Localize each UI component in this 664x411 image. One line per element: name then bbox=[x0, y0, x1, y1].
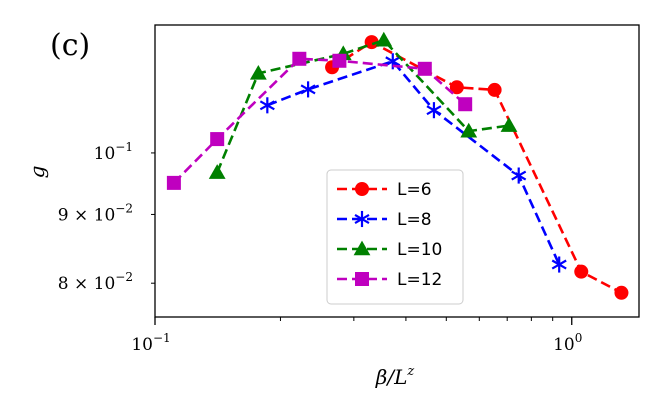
data-point bbox=[426, 102, 442, 119]
series-line bbox=[215, 38, 510, 174]
y-tick-label: 10−1 bbox=[94, 140, 133, 164]
data-point bbox=[375, 31, 393, 47]
legend-entry-L=6: L=6 bbox=[337, 180, 432, 200]
data-point bbox=[210, 132, 225, 147]
axis-ticks: 10−1 100 8 × 10−2 9 × 10−2 10−1 bbox=[58, 140, 583, 355]
legend-box bbox=[326, 169, 464, 305]
data-point bbox=[208, 164, 226, 179]
x-axis-label-main: β/L bbox=[375, 365, 408, 389]
data-point bbox=[259, 97, 275, 114]
x-tick-label: 100 bbox=[553, 331, 582, 355]
y-tick-label: 8 × 10−2 bbox=[58, 270, 133, 294]
legend-label: L=8 bbox=[397, 210, 432, 230]
legend-entry-L=12: L=12 bbox=[337, 270, 442, 290]
data-point bbox=[364, 35, 379, 50]
x-axis-label: β/Lz bbox=[375, 364, 415, 389]
legend-entry-L=8: L=8 bbox=[337, 210, 432, 230]
plot-area bbox=[166, 31, 629, 300]
data-point bbox=[449, 80, 464, 95]
data-point bbox=[458, 97, 473, 112]
data-point bbox=[574, 264, 589, 279]
panel-label: (c) bbox=[50, 28, 90, 63]
legend-marker bbox=[355, 182, 369, 196]
x-tick-label: 10−1 bbox=[131, 331, 170, 355]
data-point bbox=[551, 256, 567, 273]
data-point bbox=[166, 175, 181, 190]
series-L=8 bbox=[259, 53, 567, 273]
data-point bbox=[487, 82, 502, 97]
series-L=12 bbox=[166, 51, 473, 190]
legend: L=6 L=8 L=10 L=12 bbox=[326, 169, 464, 305]
legend-entry-L=10: L=10 bbox=[337, 240, 442, 260]
y-axis-label: g bbox=[25, 166, 49, 179]
legend-label: L=10 bbox=[397, 240, 442, 260]
y-tick-label: 9 × 10−2 bbox=[58, 201, 133, 225]
legend-marker bbox=[354, 210, 370, 228]
legend-label: L=12 bbox=[397, 270, 442, 290]
data-point bbox=[500, 117, 518, 132]
data-point bbox=[417, 61, 432, 76]
legend-label: L=6 bbox=[397, 180, 432, 200]
data-point bbox=[460, 122, 478, 138]
data-point bbox=[292, 51, 307, 66]
data-point bbox=[511, 167, 527, 184]
data-point bbox=[249, 64, 267, 80]
x-axis-label-exponent: z bbox=[406, 364, 414, 379]
data-point bbox=[614, 285, 629, 300]
series-line bbox=[172, 57, 467, 184]
legend-marker bbox=[353, 240, 371, 256]
legend-marker bbox=[355, 272, 369, 286]
axes-frame bbox=[154, 24, 640, 318]
data-point bbox=[300, 81, 316, 98]
data-point bbox=[332, 53, 347, 68]
